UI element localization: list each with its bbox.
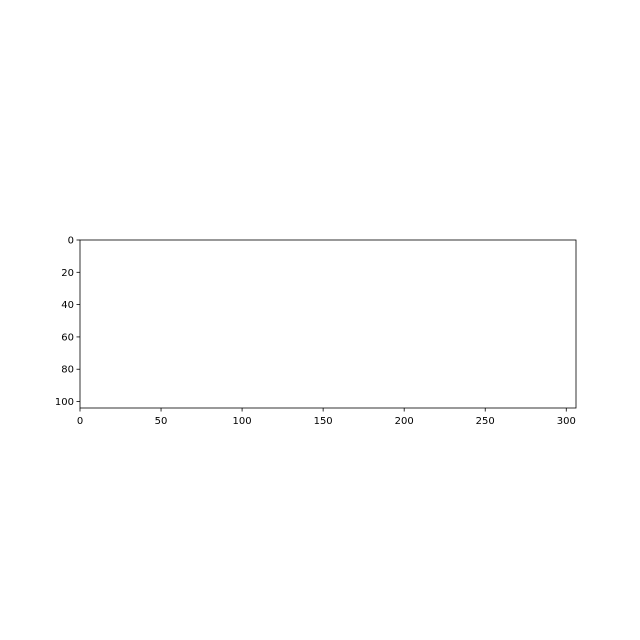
y-tick-label: 0 (68, 236, 74, 247)
x-tick-label: 50 (155, 416, 168, 427)
y-tick-label: 20 (61, 268, 74, 279)
plot-background (80, 240, 576, 408)
y-tick-label: 60 (61, 332, 74, 343)
x-tick-label: 300 (557, 416, 576, 427)
x-tick-label: 0 (77, 416, 83, 427)
x-tick-label: 250 (476, 416, 495, 427)
axes-frame (79, 239, 577, 409)
y-tick-label: 40 (61, 300, 74, 311)
axes-layer: 0 50 100 150 200 250 300 0 20 40 60 80 100 (55, 236, 577, 427)
x-tick-label: 200 (395, 416, 414, 427)
x-tick-label: 100 (233, 416, 252, 427)
y-tick-label: 100 (55, 397, 74, 408)
x-tick-label: 150 (314, 416, 333, 427)
y-tick-label: 80 (61, 365, 74, 376)
